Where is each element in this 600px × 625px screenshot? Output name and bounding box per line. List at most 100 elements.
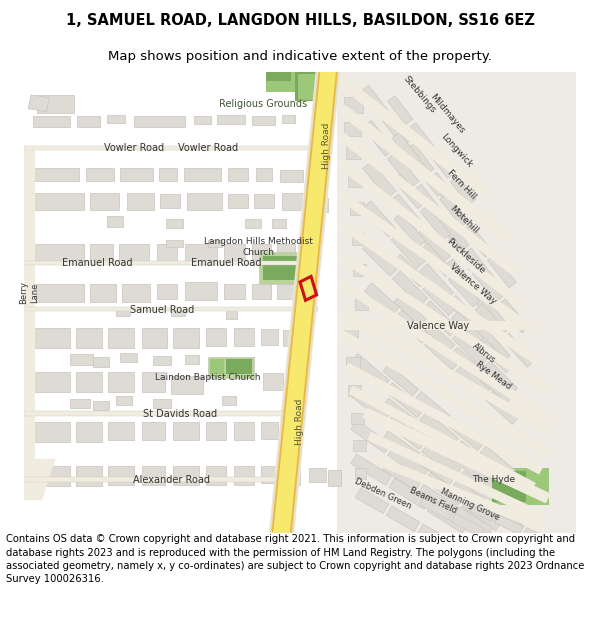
Bar [134,116,185,127]
Bar [70,399,90,408]
Text: Contains OS data © Crown copyright and database right 2021. This information is : Contains OS data © Crown copyright and d… [6,534,584,584]
Polygon shape [485,391,520,424]
Bar [107,216,123,227]
Text: Vowler Road: Vowler Road [178,143,238,153]
Polygon shape [464,224,493,258]
Text: Mildmayes: Mildmayes [428,92,466,135]
Polygon shape [339,308,555,438]
Polygon shape [455,364,490,397]
Polygon shape [472,291,505,328]
Bar [33,284,83,302]
Polygon shape [383,114,411,147]
Text: Albrus: Albrus [471,341,497,364]
Polygon shape [476,327,510,363]
Polygon shape [446,237,477,271]
Bar [353,441,367,451]
Polygon shape [266,72,291,81]
Polygon shape [483,476,519,508]
Bar [344,327,358,339]
Polygon shape [416,424,452,455]
Bar [355,468,367,479]
Polygon shape [338,104,512,244]
Polygon shape [425,337,460,370]
Polygon shape [23,146,35,459]
Polygon shape [385,382,424,418]
Bar [348,385,361,396]
Bar [33,328,70,348]
Polygon shape [483,531,516,554]
Bar [187,194,221,210]
Polygon shape [298,74,334,99]
Polygon shape [417,226,451,263]
Bar [93,401,109,410]
Polygon shape [360,86,388,118]
Text: Berry
Lane: Berry Lane [19,281,39,304]
Polygon shape [445,259,478,296]
Polygon shape [482,361,518,396]
Polygon shape [452,331,488,366]
Polygon shape [489,468,549,505]
Polygon shape [23,478,286,482]
Bar [352,233,364,245]
Bar [233,328,254,346]
Polygon shape [389,478,430,509]
Polygon shape [339,253,553,396]
Polygon shape [394,174,425,209]
Polygon shape [491,471,526,502]
Bar [350,202,364,214]
Polygon shape [392,132,421,166]
Polygon shape [349,386,536,491]
Bar [283,424,302,441]
Bar [346,356,360,369]
Polygon shape [350,388,390,422]
Polygon shape [420,412,458,447]
Polygon shape [423,321,455,351]
Polygon shape [392,271,428,306]
Polygon shape [383,398,419,429]
Polygon shape [430,149,455,178]
Bar [185,282,217,301]
Polygon shape [338,161,526,309]
Polygon shape [530,247,577,302]
Polygon shape [23,146,319,150]
Polygon shape [210,359,224,374]
Bar [348,174,362,187]
Polygon shape [454,441,493,476]
Text: Stebbings: Stebbings [402,74,438,115]
Bar [283,468,300,484]
Bar [121,353,137,362]
Text: Manning Grove: Manning Grove [439,488,502,522]
Polygon shape [472,268,503,302]
Polygon shape [481,446,516,478]
Bar [185,355,199,364]
Bar [142,372,164,392]
Polygon shape [362,121,394,156]
Polygon shape [383,431,420,461]
Bar [109,466,134,484]
Polygon shape [451,347,484,378]
Polygon shape [344,362,544,474]
Polygon shape [475,304,507,337]
Polygon shape [350,420,391,453]
Polygon shape [391,232,425,269]
Polygon shape [487,504,524,534]
Bar [86,168,114,181]
Polygon shape [415,391,451,423]
Polygon shape [388,446,428,479]
Polygon shape [383,364,418,396]
Bar [256,168,272,181]
Bar [70,354,93,365]
Polygon shape [263,256,309,280]
Bar [76,422,102,442]
Bar [309,198,328,212]
Bar [252,244,271,261]
Bar [171,376,203,394]
Bar [206,466,226,484]
Polygon shape [437,216,469,252]
Polygon shape [339,192,536,335]
Bar [166,219,183,229]
Polygon shape [395,310,430,343]
Polygon shape [394,254,427,287]
Bar [350,412,364,424]
Text: Longwick: Longwick [439,131,474,169]
